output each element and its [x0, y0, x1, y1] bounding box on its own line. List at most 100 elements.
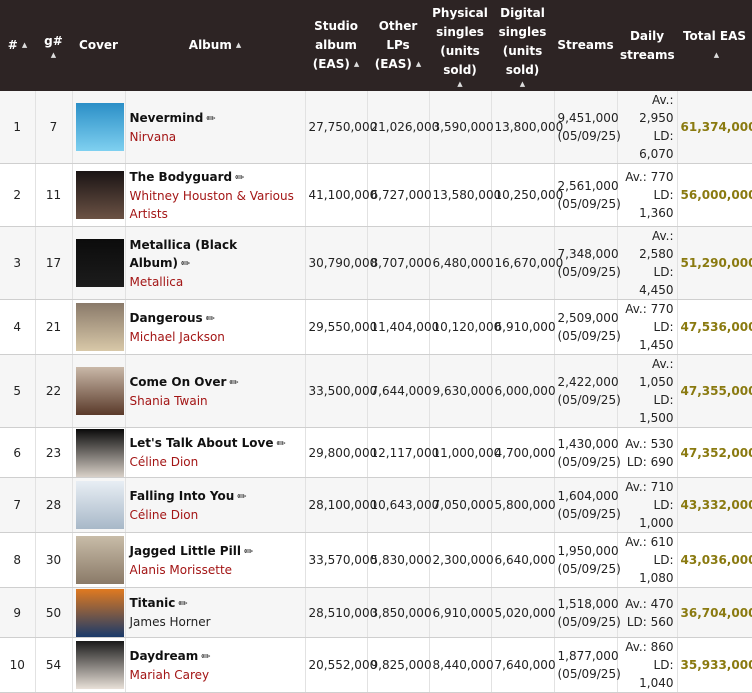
grank-cell: 7 — [35, 91, 73, 164]
col-rank-header[interactable]: # ▲ — [0, 0, 35, 91]
total-eas-cell: 51,290,000 — [677, 226, 752, 300]
grank-cell: 28 — [35, 477, 73, 533]
artist-link[interactable]: Metallica — [129, 274, 184, 289]
daily-streams-cell: Av.: 860 LD: 1,040 — [617, 637, 678, 693]
artist-link[interactable]: Céline Dion — [129, 455, 199, 469]
digital-singles-cell: 10,250,000 — [491, 163, 563, 227]
total-eas-cell: 35,933,000 — [677, 637, 752, 693]
rank-cell: 9 — [0, 587, 36, 638]
album-cover-image[interactable] — [75, 428, 124, 477]
album-title-link[interactable]: Daydream ✏ — [129, 648, 211, 663]
rank-cell: 8 — [0, 532, 36, 588]
daily-streams-cell: Av.: 770 LD: 1,360 — [617, 163, 678, 227]
pencil-edit-icon[interactable]: ✏ — [237, 489, 247, 503]
header-row: # ▲ g# ▲ Cover Album ▲ Studio album (EAS) ▲ Ot… — [0, 0, 752, 91]
physical-singles-cell: 11,000,000 — [429, 427, 501, 478]
album-title-link[interactable]: Jagged Little Pill ✏ — [129, 543, 254, 558]
album-cover-image[interactable] — [75, 239, 124, 287]
artist-link[interactable]: Whitney Houston & Various Artists — [129, 188, 294, 221]
table-row: 5 22 Come On Over ✏ Shania Twain 33,500,0… — [0, 354, 752, 428]
table-row: 3 17 Metallica (Black Album) ✏ Metallica … — [0, 226, 752, 300]
pencil-edit-icon[interactable]: ✏ — [206, 111, 216, 125]
total-eas-cell: 43,036,000 — [677, 532, 752, 588]
col-digital-header[interactable]: Digital singles (units sold) ▲ — [491, 0, 554, 91]
sort-asc-icon: ▲ — [50, 51, 57, 59]
grank-cell: 23 — [35, 427, 73, 478]
streams-cell: 7,348,000 (05/09/25) — [554, 226, 621, 300]
album-cover-image[interactable] — [75, 641, 124, 689]
artist-link[interactable]: Mariah Carey — [129, 667, 210, 682]
grank-cell: 50 — [35, 587, 73, 638]
album-cover-image[interactable] — [75, 171, 124, 219]
col-other-header[interactable]: Other LPs (EAS) ▲ — [367, 0, 429, 91]
rank-cell: 4 — [0, 299, 36, 355]
artist-link[interactable]: Shania Twain — [129, 393, 208, 408]
album-cell: Titanic ✏ James Horner — [125, 587, 306, 638]
album-title-link[interactable]: Dangerous ✏ — [129, 310, 215, 325]
total-eas-cell: 36,704,000 — [677, 587, 752, 638]
cover-cell — [72, 637, 126, 693]
cover-cell — [72, 477, 126, 533]
digital-singles-cell: 5,800,000 — [491, 477, 556, 533]
total-eas-cell: 43,332,000 — [677, 477, 752, 533]
streams-cell: 1,430,000 (05/09/25) — [554, 427, 621, 478]
grank-cell: 22 — [35, 354, 73, 428]
daily-streams-cell: Av.: 530 LD: 690 — [617, 427, 678, 478]
pencil-edit-icon[interactable]: ✏ — [205, 311, 215, 325]
col-physical-header[interactable]: Physical singles (units sold) ▲ — [429, 0, 491, 91]
col-album-header[interactable]: Album ▲ — [125, 0, 305, 91]
col-total-header[interactable]: Total EAS▲ — [677, 0, 752, 91]
artist-link[interactable]: Alanis Morissette — [129, 562, 233, 577]
physical-singles-cell: 9,630,000 — [429, 354, 494, 428]
album-cover-image[interactable] — [75, 536, 124, 584]
cover-cell — [72, 532, 126, 588]
album-cell: Let's Talk About Love ✏ Céline Dion — [125, 427, 306, 478]
studio-cell: 30,790,000 — [305, 226, 377, 300]
grank-cell: 17 — [35, 226, 73, 300]
album-cover-image[interactable] — [75, 588, 124, 637]
artist-link[interactable]: Michael Jackson — [129, 329, 225, 344]
total-eas-cell: 61,374,000 — [677, 91, 752, 164]
pencil-edit-icon[interactable]: ✏ — [178, 597, 188, 610]
album-title-link[interactable]: Metallica (Black Album) ✏ — [129, 237, 238, 270]
album-cell: Metallica (Black Album) ✏ Metallica — [125, 226, 306, 300]
album-cover-image[interactable] — [75, 303, 124, 351]
album-title-link[interactable]: Falling Into You ✏ — [129, 488, 247, 503]
album-cell: Jagged Little Pill ✏ Alanis Morissette — [125, 532, 306, 588]
cover-cell — [72, 427, 126, 478]
streams-cell: 1,877,000 (05/09/25) — [554, 637, 621, 693]
table-body: 1 7 Nevermind ✏ Nirvana 27,750,000 21,026… — [0, 91, 752, 693]
sort-asc-icon: ▲ — [457, 79, 463, 88]
sort-asc-icon: ▲ — [353, 60, 360, 68]
pencil-edit-icon[interactable]: ✏ — [181, 256, 191, 270]
other-lps-cell: 12,117,000 — [367, 427, 439, 478]
artist-link[interactable]: Nirvana — [129, 129, 177, 144]
pencil-edit-icon[interactable]: ✏ — [276, 437, 286, 450]
album-cover-image[interactable] — [75, 367, 124, 415]
artist-link[interactable]: Céline Dion — [129, 507, 199, 522]
col-grank-header[interactable]: g# ▲ — [35, 0, 72, 91]
pencil-edit-icon[interactable]: ✏ — [229, 375, 239, 389]
col-cover-header: Cover — [72, 0, 125, 91]
table-row: 9 50 Titanic ✏ James Horner 28,510,000 3,… — [0, 587, 752, 638]
album-cover-image[interactable] — [75, 481, 124, 529]
other-lps-cell: 8,707,000 — [367, 226, 432, 300]
album-title-link[interactable]: Nevermind ✏ — [129, 110, 216, 125]
album-cover-image[interactable] — [75, 103, 124, 151]
album-title-link[interactable]: Let's Talk About Love ✏ — [129, 436, 286, 450]
col-studio-header[interactable]: Studio album (EAS) ▲ — [305, 0, 367, 91]
album-title-link[interactable]: Come On Over ✏ — [129, 374, 239, 389]
total-eas-cell: 47,352,000 — [677, 427, 752, 478]
pencil-edit-icon[interactable]: ✏ — [235, 170, 245, 184]
digital-singles-cell: 6,640,000 — [491, 532, 556, 588]
pencil-edit-icon[interactable]: ✏ — [201, 649, 211, 663]
grank-cell: 54 — [35, 637, 73, 693]
rank-cell: 6 — [0, 427, 36, 478]
album-cell: The Bodyguard ✏ Whitney Houston & Various… — [125, 163, 306, 227]
pencil-edit-icon[interactable]: ✏ — [243, 544, 254, 558]
artist-link[interactable]: James Horner — [129, 615, 211, 629]
physical-singles-cell: 13,580,000 — [429, 163, 501, 227]
cover-cell — [72, 299, 126, 355]
album-title-link[interactable]: The Bodyguard ✏ — [129, 169, 245, 184]
studio-cell: 28,100,000 — [305, 477, 377, 533]
